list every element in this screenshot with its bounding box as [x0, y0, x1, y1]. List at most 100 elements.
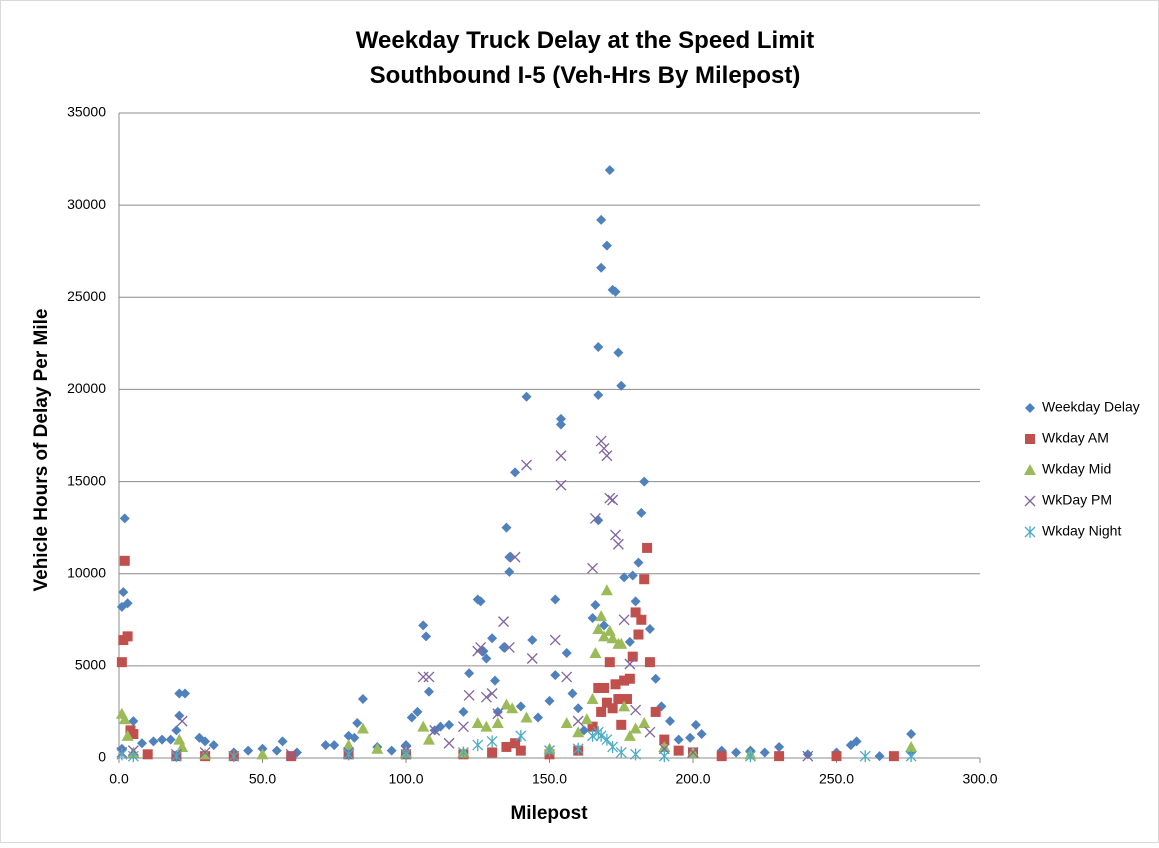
point [444, 719, 455, 730]
legend-label: WkDay PM [1042, 492, 1112, 508]
point [613, 347, 624, 358]
legend-label: Wkday Night [1042, 523, 1121, 539]
point [176, 715, 188, 727]
point [122, 631, 133, 642]
point [406, 712, 417, 723]
point [630, 607, 641, 618]
point [142, 749, 153, 760]
point [673, 734, 684, 745]
point [744, 750, 756, 763]
point [550, 594, 561, 605]
point [122, 598, 133, 609]
point [610, 529, 621, 541]
point [616, 719, 627, 730]
point [472, 739, 484, 752]
point [888, 751, 899, 762]
point [644, 657, 655, 668]
point [587, 562, 599, 574]
point [417, 671, 429, 683]
point [503, 641, 515, 653]
x-tick-label: 50.0 [249, 771, 276, 787]
legend-marker [1024, 526, 1036, 538]
point [618, 614, 630, 626]
point [400, 748, 412, 761]
chart-title: Weekday Truck Delay at the Speed Limit [356, 27, 814, 54]
point [610, 286, 621, 297]
point [624, 673, 635, 684]
point [658, 740, 671, 752]
point [421, 631, 432, 642]
point [506, 702, 519, 714]
point [555, 450, 567, 462]
legend-marker [1024, 495, 1036, 507]
point [510, 738, 521, 749]
point [592, 623, 605, 634]
point [601, 733, 613, 746]
point [561, 647, 572, 658]
point [618, 700, 631, 712]
y-tick-label: 30000 [67, 196, 106, 212]
y-tick-label: 0 [98, 749, 106, 765]
point [644, 624, 655, 634]
point [487, 747, 498, 758]
point [587, 721, 598, 732]
point [116, 657, 127, 668]
point [371, 742, 384, 754]
point [286, 751, 297, 762]
point [567, 688, 578, 699]
point [352, 717, 363, 728]
point [601, 450, 613, 462]
point [616, 380, 627, 391]
point [802, 750, 814, 762]
point [500, 698, 513, 710]
point [600, 584, 613, 596]
point [480, 720, 493, 732]
point [429, 724, 441, 736]
point [285, 748, 297, 760]
point [598, 442, 610, 454]
point [642, 542, 653, 553]
point [596, 262, 607, 273]
point [180, 688, 191, 699]
point [501, 741, 512, 752]
point [572, 726, 585, 738]
point [119, 513, 130, 524]
point [650, 673, 661, 684]
point [599, 620, 610, 631]
point [615, 746, 627, 759]
point [905, 750, 917, 763]
point [601, 697, 612, 708]
point [630, 704, 642, 716]
point [527, 635, 538, 646]
point [623, 729, 636, 741]
point [621, 694, 632, 705]
point [619, 675, 630, 686]
point [533, 712, 544, 723]
legend-label: Wkday Mid [1042, 461, 1111, 477]
y-tick-label: 15000 [67, 472, 106, 488]
point [277, 736, 288, 747]
point [356, 722, 369, 734]
point [636, 507, 647, 518]
point [521, 459, 532, 471]
x-tick-label: 200.0 [675, 771, 710, 787]
point [165, 734, 176, 745]
point [905, 740, 918, 752]
point [595, 610, 608, 622]
point [504, 566, 515, 577]
point [589, 646, 602, 658]
point [613, 694, 624, 705]
point [510, 467, 521, 478]
point [199, 748, 212, 760]
point [636, 614, 647, 625]
point [630, 748, 642, 761]
point [629, 722, 642, 734]
legend-marker [1024, 464, 1036, 475]
point [128, 716, 139, 727]
point [615, 637, 628, 649]
point [550, 670, 561, 681]
point [417, 720, 430, 732]
chart-subtitle: Southbound I-5 (Veh-Hrs By Milepost) [370, 62, 801, 89]
